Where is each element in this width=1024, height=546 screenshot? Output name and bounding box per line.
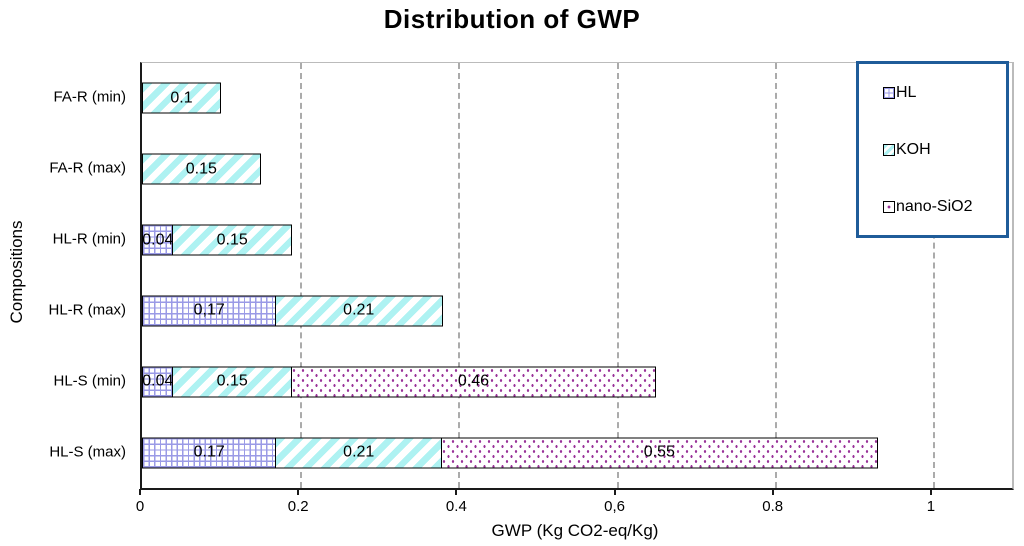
- axis-tick: [929, 489, 932, 495]
- x-axis-title: GWP (Kg CO2-eq/Kg): [491, 521, 659, 540]
- bar-segment-label: 0.15: [216, 372, 248, 390]
- legend-label: HL: [896, 83, 917, 101]
- bar-segment-KOH: 0.21: [274, 295, 443, 327]
- tick-label: 0.8: [762, 498, 784, 515]
- bar-segment-label: 0.46: [457, 372, 489, 390]
- category-label: HL-S (min): [53, 372, 126, 390]
- bar-segment-label: 0.04: [142, 372, 174, 390]
- bar-segment-KOH: 0.15: [172, 224, 293, 256]
- bar-segment-label: 0.04: [142, 231, 174, 249]
- chart-title: Distribution of GWP: [383, 4, 641, 34]
- axis-tick: [139, 489, 141, 495]
- tick-label: 1: [926, 498, 936, 515]
- category-label: FA-R (min): [53, 88, 127, 106]
- bar-segment-label: 0.15: [216, 231, 248, 249]
- legend-label: KOH: [896, 140, 931, 158]
- bar-row: 0,17 0.21: [142, 276, 1012, 347]
- legend-label: nano-SiO2: [896, 197, 973, 215]
- category-label: HL-R (min): [52, 230, 126, 248]
- bar-segment-label: 0.21: [343, 443, 375, 461]
- bar-row: 0.04 0.15 0.46: [142, 346, 1012, 417]
- legend-swatch-dots-icon: [883, 200, 895, 213]
- axis-tick: [297, 489, 300, 495]
- bar-segment-label: 0.21: [343, 301, 375, 319]
- category-label: HL-S (max): [49, 443, 126, 461]
- legend: HL KOH nano-SiO2: [856, 61, 1009, 238]
- bar-segment-KOH: 0.15: [172, 366, 293, 398]
- bar-segment-KOH: 0.21: [274, 437, 443, 469]
- legend-swatch-grid-icon: [883, 86, 895, 99]
- bar-segment-HL: 0.04: [142, 366, 174, 398]
- gridline: [616, 63, 619, 488]
- axis-tick: [771, 489, 774, 495]
- bar-segment-label: 0.55: [643, 443, 675, 461]
- gridline: [932, 63, 935, 488]
- bar-segment-HL: 0.04: [142, 224, 174, 256]
- axis-tick: [613, 489, 616, 495]
- bar-segment-KOH: 0.15: [142, 153, 261, 185]
- bar-segment-HL: 0,17: [142, 295, 277, 327]
- bar-row: 0.15: [142, 134, 1012, 205]
- legend-item-HL: HL: [883, 84, 1006, 102]
- tick-label: 0: [135, 498, 145, 515]
- gridline: [774, 63, 777, 488]
- legend-item-KOH: KOH: [883, 141, 1006, 159]
- tick-label: 0.2: [287, 498, 309, 515]
- bar-segment-label: 0.1: [170, 89, 193, 107]
- bar-segment-label: 0.17: [193, 443, 225, 461]
- plot-area: 0.1 0.15 0.04 0.15 0,17 0.21 0.04 0.15 0.46 0.17 0…: [140, 62, 1014, 490]
- bar-segment-KOH: 0.1: [142, 82, 222, 114]
- legend-swatch-stripes-icon: [883, 143, 895, 156]
- legend-item-nano-SiO2: nano-SiO2: [883, 198, 1006, 216]
- bar-segment-label: 0.15: [185, 160, 217, 178]
- bar-row: 0.1: [142, 63, 1012, 134]
- tick-label: 0.4: [445, 498, 467, 515]
- axis-tick: [455, 489, 458, 495]
- bar-segment-HL: 0.17: [142, 437, 277, 469]
- bar-row: 0.17 0.21 0.55: [142, 417, 1012, 488]
- tick-label: 0,6: [604, 498, 625, 515]
- category-label: FA-R (max): [49, 159, 126, 177]
- bar-segment-nano-SiO2: 0.46: [290, 366, 657, 398]
- gridline: [300, 63, 303, 488]
- gridline: [458, 63, 461, 488]
- category-label: HL-R (max): [48, 301, 127, 319]
- bar-segment-nano-SiO2: 0.55: [441, 437, 878, 469]
- bar-row: 0.04 0.15: [142, 205, 1012, 276]
- bar-segment-label: 0,17: [193, 301, 225, 319]
